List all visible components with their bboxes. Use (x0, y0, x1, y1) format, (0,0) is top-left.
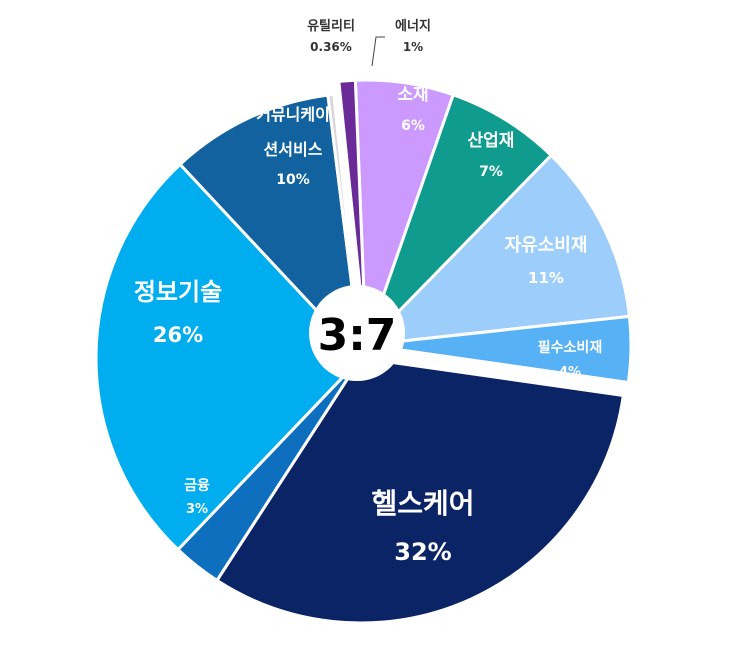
slice-4-label: 필수소비재 (538, 339, 602, 356)
slice-4-value-label: 4% (559, 365, 581, 380)
slice-4-wedge (364, 314, 633, 385)
slice-10-label: 에너지 (395, 18, 431, 34)
slice-2-value-label: 7% (479, 164, 503, 180)
slice-9-label: 유틸리티 (307, 18, 355, 34)
slice-1-label: 소재 (397, 85, 428, 105)
energy-leader-line (371, 36, 385, 67)
slice-6-label: 금융 (184, 478, 210, 494)
slice-7-wedge (94, 162, 363, 552)
slice-9-value-label: 0.36% (310, 40, 352, 54)
slice-2-label: 산업재 (468, 131, 515, 151)
slice-5-value-label: 32% (394, 538, 451, 566)
slice-10-value-label: 1% (403, 40, 423, 54)
slice-10-wedge (337, 78, 368, 347)
slice-3-label: 자유소비재 (505, 235, 588, 256)
slice-1-value-label: 6% (401, 118, 425, 134)
slice-6-value-label: 3% (186, 502, 208, 517)
slice-3-value-label: 11% (528, 269, 564, 287)
slice-7-label: 정보기술 (134, 278, 222, 306)
slice-8-label: 커뮤니케이 션서비스 (256, 105, 330, 159)
slice-7-value-label: 26% (153, 323, 203, 347)
slice-5-label: 헬스케어 (371, 487, 474, 520)
center-ratio-label: 3:7 (318, 310, 397, 361)
slice-8-value-label: 10% (276, 172, 310, 188)
slice-8-wedge (178, 93, 363, 360)
center-hole (309, 285, 405, 381)
slice-2-wedge (364, 93, 553, 347)
slice-3-wedge (364, 153, 631, 347)
